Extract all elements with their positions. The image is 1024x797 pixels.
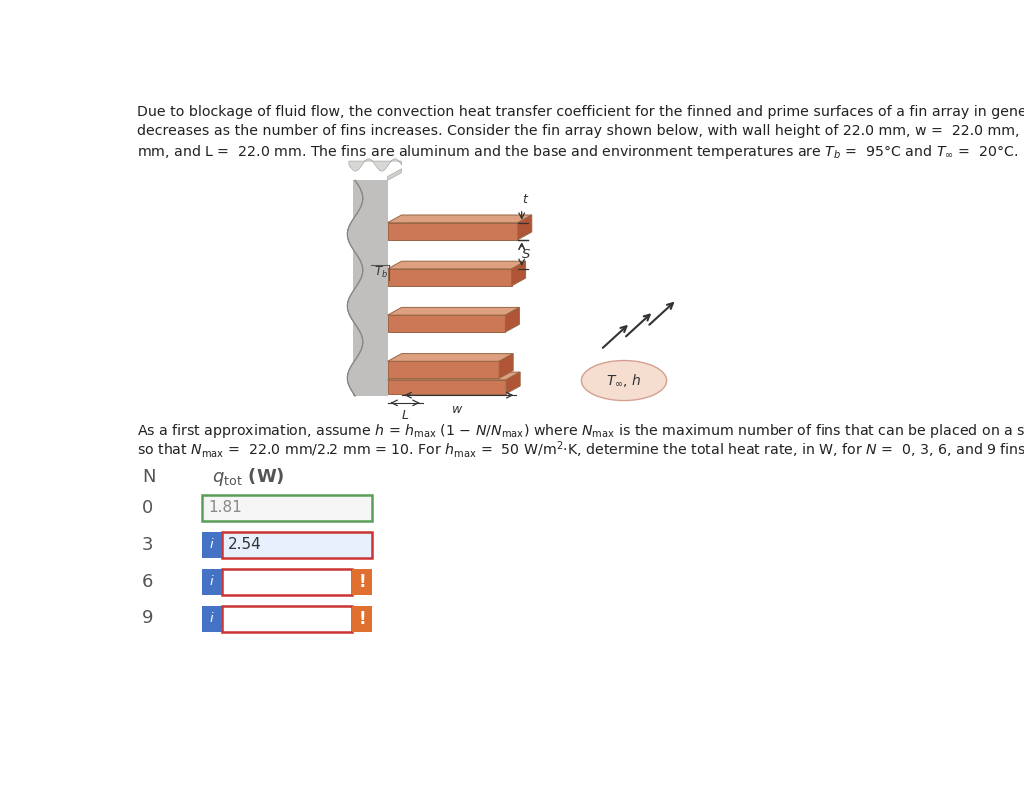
FancyBboxPatch shape [222,607,352,631]
Text: $q_\mathrm{tot}$ (W): $q_\mathrm{tot}$ (W) [212,465,285,488]
Text: $S$: $S$ [520,248,530,261]
Text: i: i [210,612,214,626]
Text: 2.54: 2.54 [228,537,262,552]
Text: 3: 3 [142,536,154,554]
Polygon shape [347,180,388,396]
Polygon shape [388,354,513,361]
Text: $L$: $L$ [400,409,409,422]
FancyBboxPatch shape [352,607,372,631]
Polygon shape [388,308,519,315]
Polygon shape [388,315,506,332]
Text: decreases as the number of fins increases. Consider the fin array shown below, w: decreases as the number of fins increase… [137,124,1024,138]
Polygon shape [388,361,500,379]
Polygon shape [500,354,513,379]
FancyBboxPatch shape [222,532,372,558]
FancyBboxPatch shape [222,569,352,595]
Text: $t$: $t$ [522,193,529,206]
Text: i: i [210,539,214,552]
Text: !: ! [358,610,366,628]
FancyBboxPatch shape [202,569,222,595]
Polygon shape [506,372,520,394]
Text: 6: 6 [142,572,154,591]
Polygon shape [388,379,506,394]
FancyBboxPatch shape [202,607,222,631]
Text: mm, and L =  22.0 mm. The fins are aluminum and the base and environment tempera: mm, and L = 22.0 mm. The fins are alumin… [137,143,1019,161]
FancyBboxPatch shape [202,532,222,558]
Text: $T_\infty$, $h$: $T_\infty$, $h$ [606,372,642,389]
FancyBboxPatch shape [202,495,372,520]
Text: !: ! [358,573,366,591]
Polygon shape [388,372,520,379]
Text: 0: 0 [142,499,154,516]
Polygon shape [352,180,388,396]
Text: N: N [142,468,156,486]
Text: $T_b$: $T_b$ [374,265,388,281]
FancyBboxPatch shape [352,569,372,595]
Polygon shape [518,215,531,240]
Polygon shape [388,269,512,286]
Text: 9: 9 [142,610,154,627]
Polygon shape [349,159,401,171]
Polygon shape [388,215,531,222]
Polygon shape [388,169,401,180]
Polygon shape [388,222,518,240]
Text: As a first approximation, assume $h$ = $h_\mathrm{max}$ (1 $-$ $N$/$N_\mathrm{ma: As a first approximation, assume $h$ = $… [137,422,1024,440]
Polygon shape [512,261,525,286]
Ellipse shape [582,360,667,401]
Text: 1.81: 1.81 [208,501,242,516]
Text: so that $N_\mathrm{max}$ =  22.0 mm/2.2 mm = 10. For $h_\mathrm{max}$ =  50 W/m$: so that $N_\mathrm{max}$ = 22.0 mm/2.2 m… [137,439,1024,460]
Text: Due to blockage of fluid flow, the convection heat transfer coefficient for the : Due to blockage of fluid flow, the conve… [137,105,1024,119]
Polygon shape [506,308,519,332]
Polygon shape [388,261,525,269]
Text: $w$: $w$ [452,402,464,416]
Text: i: i [210,575,214,588]
